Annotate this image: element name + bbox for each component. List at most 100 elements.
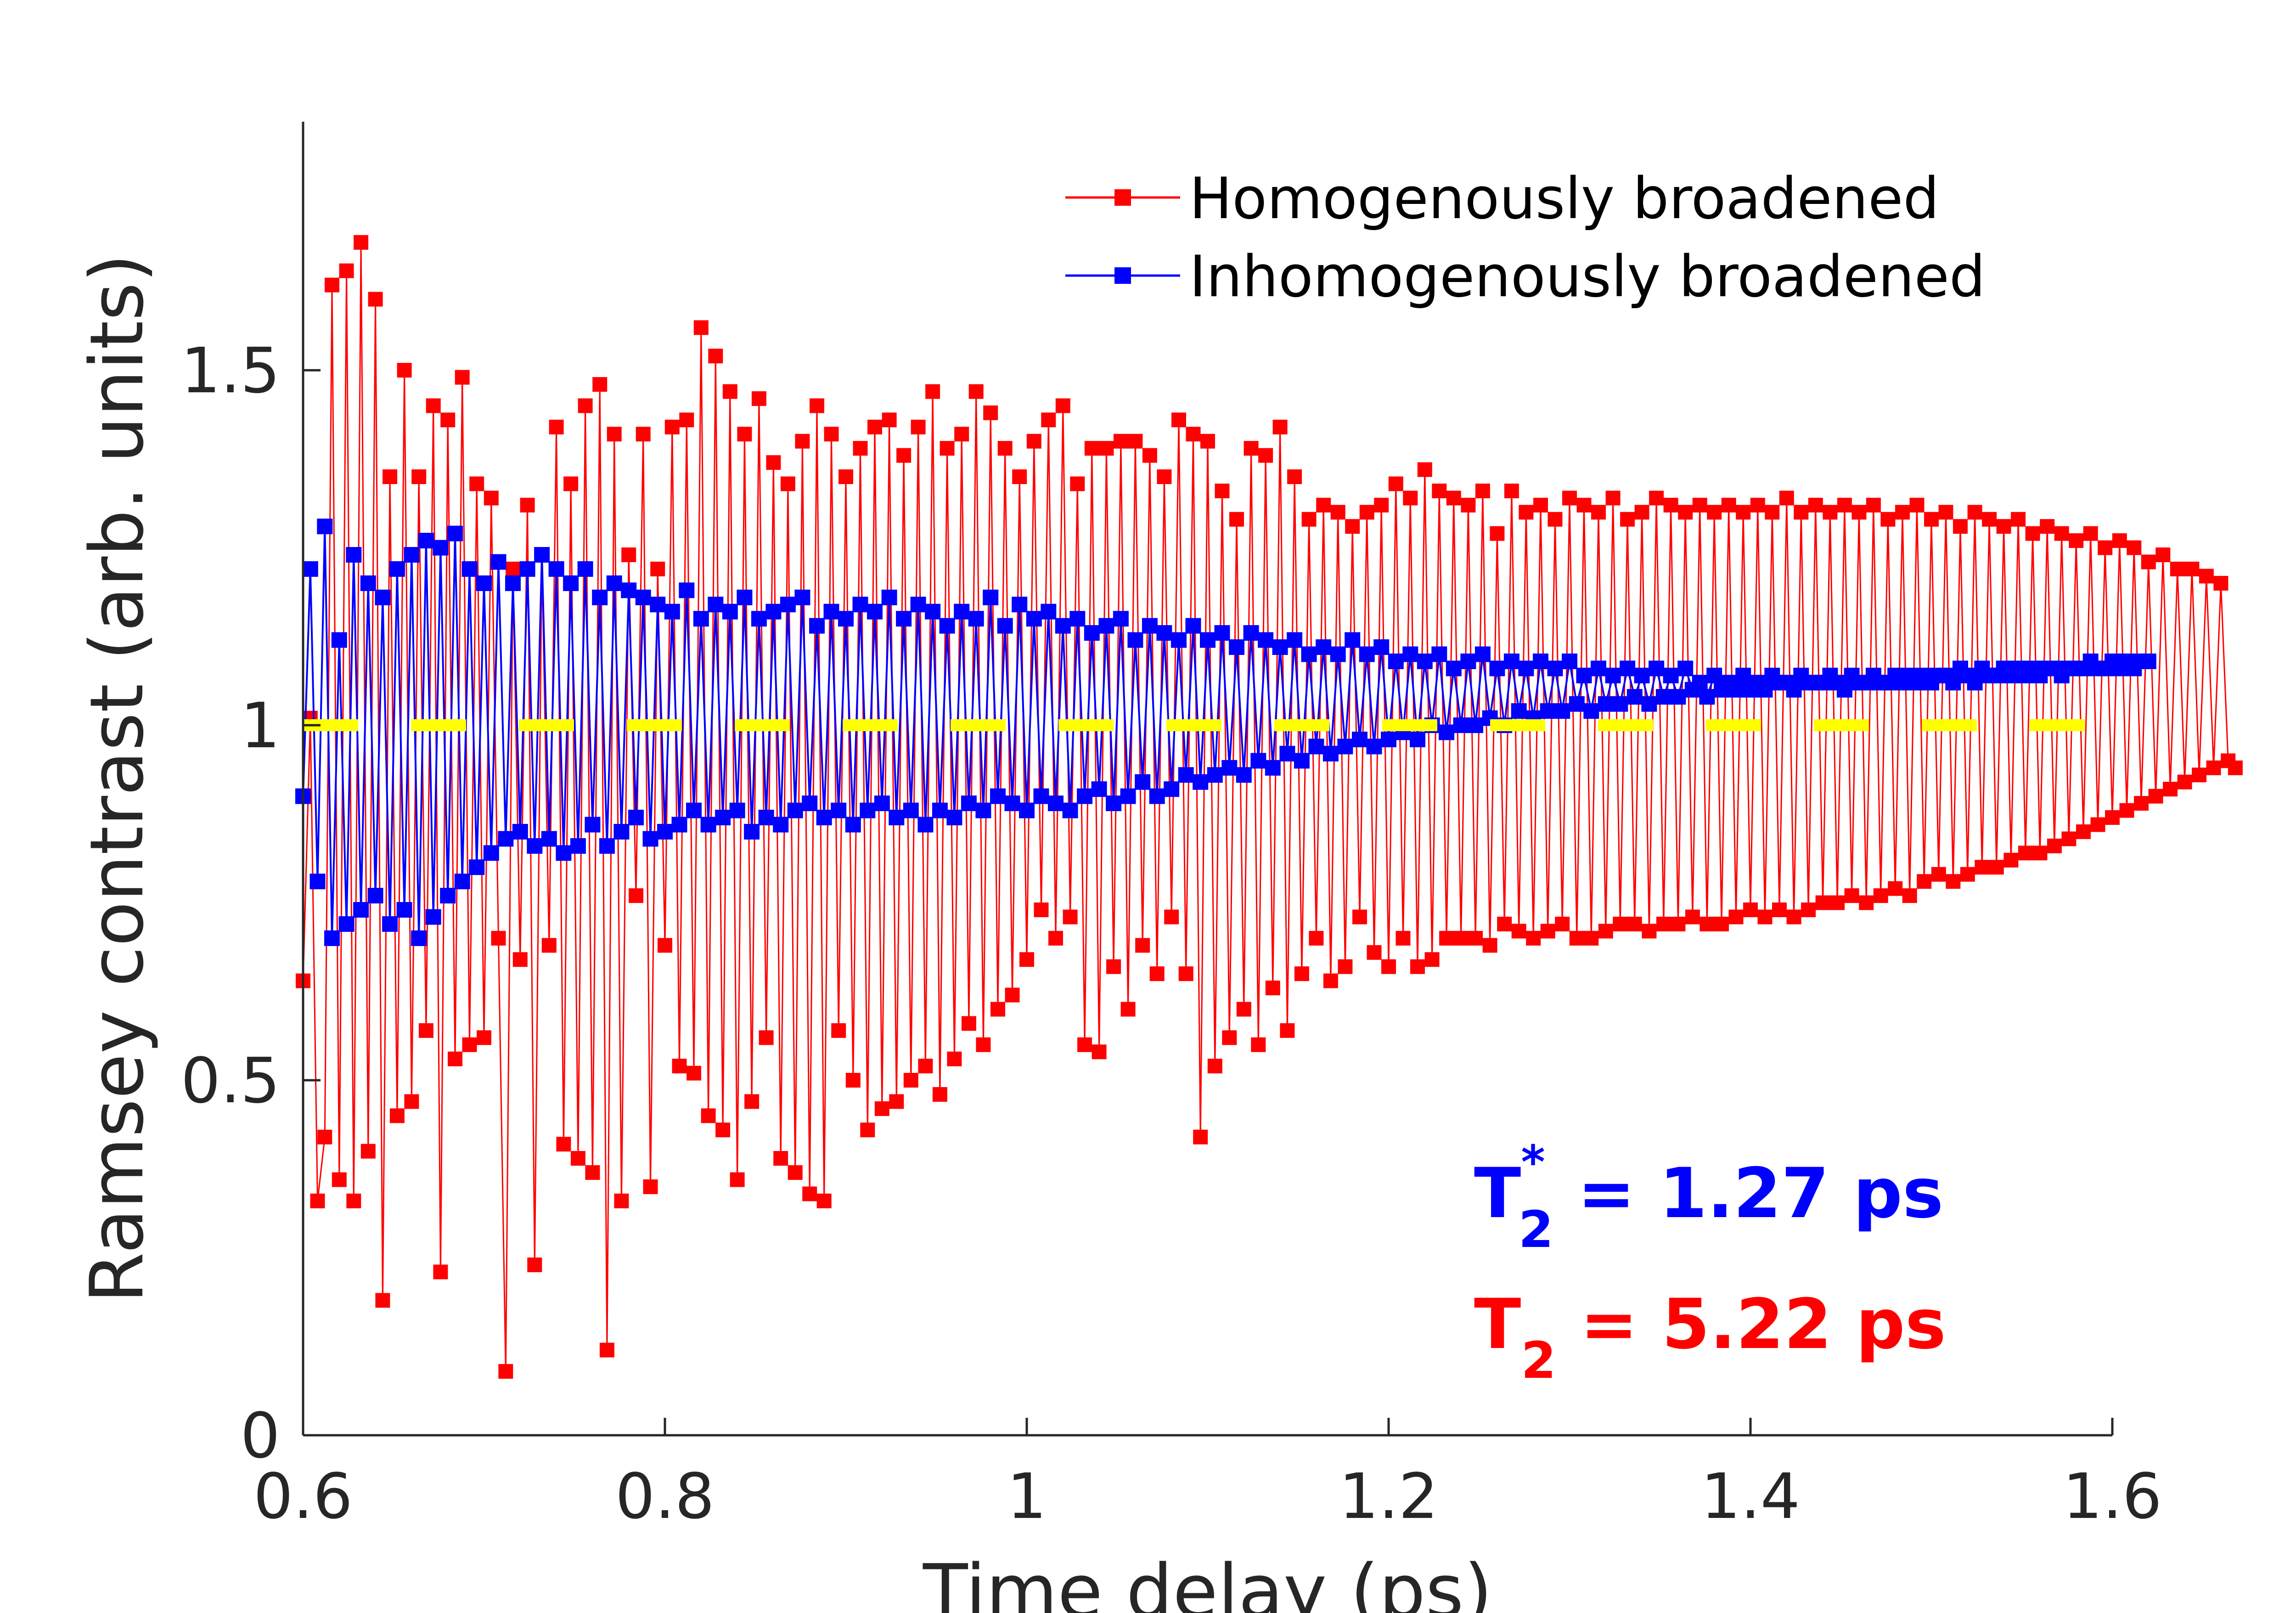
data-point-homogenous bbox=[1229, 512, 1244, 527]
data-point-homogenous bbox=[650, 561, 665, 576]
data-point-inhomogenous bbox=[896, 611, 912, 627]
data-point-homogenous bbox=[824, 427, 839, 442]
data-point-homogenous bbox=[1699, 916, 1715, 931]
data-point-inhomogenous bbox=[1366, 739, 1382, 755]
data-point-homogenous bbox=[1330, 505, 1345, 520]
data-point-inhomogenous bbox=[375, 589, 391, 605]
data-point-inhomogenous bbox=[1402, 646, 1418, 662]
data-point-inhomogenous bbox=[1026, 611, 1042, 627]
data-point-homogenous bbox=[780, 476, 795, 491]
data-point-inhomogenous bbox=[686, 802, 702, 818]
data-point-inhomogenous bbox=[302, 561, 318, 577]
data-point-inhomogenous bbox=[1757, 682, 1773, 698]
data-point-inhomogenous bbox=[642, 831, 658, 847]
data-point-inhomogenous bbox=[1272, 639, 1288, 655]
data-point-inhomogenous bbox=[367, 888, 383, 904]
data-point-homogenous bbox=[1801, 902, 1816, 917]
data-point-homogenous bbox=[1135, 938, 1150, 953]
data-point-homogenous bbox=[1728, 909, 1744, 925]
data-point-inhomogenous bbox=[1431, 646, 1447, 662]
data-point-inhomogenous bbox=[628, 810, 644, 825]
data-point-inhomogenous bbox=[802, 795, 818, 812]
data-point-inhomogenous bbox=[867, 603, 883, 620]
data-point-inhomogenous bbox=[433, 540, 449, 556]
data-point-inhomogenous bbox=[1185, 618, 1201, 634]
data-point-homogenous bbox=[1323, 973, 1338, 988]
data-point-homogenous bbox=[860, 1122, 875, 1138]
data-point-inhomogenous bbox=[671, 817, 687, 833]
data-point-inhomogenous bbox=[1120, 788, 1136, 804]
data-point-inhomogenous bbox=[1243, 625, 1259, 641]
data-point-inhomogenous bbox=[1706, 667, 1722, 683]
data-point-homogenous bbox=[1424, 952, 1440, 967]
data-point-inhomogenous bbox=[773, 817, 789, 833]
data-point-homogenous bbox=[1251, 1037, 1266, 1052]
data-point-inhomogenous bbox=[1388, 653, 1404, 669]
data-point-inhomogenous bbox=[700, 817, 716, 833]
data-point-inhomogenous bbox=[990, 788, 1006, 804]
data-point-homogenous bbox=[310, 1193, 325, 1208]
data-point-inhomogenous bbox=[1677, 660, 1694, 677]
data-point-inhomogenous bbox=[1106, 795, 1122, 812]
data-point-inhomogenous bbox=[1345, 632, 1361, 648]
data-point-homogenous bbox=[1938, 505, 1953, 520]
data-point-inhomogenous bbox=[787, 802, 803, 818]
data-point-homogenous bbox=[1186, 427, 1201, 442]
data-point-inhomogenous bbox=[1236, 767, 1252, 783]
data-point-homogenous bbox=[1967, 505, 1982, 520]
data-point-homogenous bbox=[2032, 846, 2048, 861]
data-point-homogenous bbox=[1388, 476, 1403, 491]
data-point-homogenous bbox=[570, 1151, 585, 1166]
data-point-inhomogenous bbox=[1569, 696, 1585, 712]
legend: Homogenously broadened Inhomogenously br… bbox=[1065, 166, 1986, 310]
data-point-homogenous bbox=[693, 320, 709, 335]
data-point-homogenous bbox=[932, 1087, 947, 1102]
data-point-inhomogenous bbox=[1605, 667, 1621, 683]
data-point-homogenous bbox=[1721, 497, 1736, 513]
data-point-homogenous bbox=[636, 427, 651, 442]
plot-series bbox=[295, 235, 2243, 1379]
data-point-inhomogenous bbox=[1410, 732, 1425, 747]
data-point-inhomogenous bbox=[1352, 732, 1367, 747]
data-point-inhomogenous bbox=[708, 597, 724, 613]
data-point-homogenous bbox=[1880, 512, 1896, 527]
data-point-inhomogenous bbox=[1381, 732, 1396, 747]
data-point-homogenous bbox=[1504, 483, 1519, 498]
data-point-inhomogenous bbox=[1287, 632, 1303, 648]
data-point-homogenous bbox=[1092, 1044, 1107, 1060]
data-point-homogenous bbox=[1692, 497, 1707, 513]
data-point-homogenous bbox=[1888, 881, 1903, 896]
data-point-inhomogenous bbox=[939, 618, 955, 634]
data-point-inhomogenous bbox=[1250, 753, 1266, 769]
data-point-homogenous bbox=[1410, 959, 1425, 974]
data-point-homogenous bbox=[1548, 512, 1563, 527]
data-point-homogenous bbox=[368, 292, 383, 307]
data-point-inhomogenous bbox=[635, 589, 651, 605]
data-point-inhomogenous bbox=[1468, 717, 1484, 733]
data-point-homogenous bbox=[816, 1193, 832, 1208]
data-point-homogenous bbox=[389, 1108, 405, 1123]
data-point-inhomogenous bbox=[382, 916, 398, 932]
data-point-homogenous bbox=[1222, 1030, 1237, 1045]
data-point-homogenous bbox=[1432, 483, 1447, 498]
data-point-inhomogenous bbox=[1728, 682, 1744, 698]
data-point-homogenous bbox=[983, 405, 998, 420]
data-point-inhomogenous bbox=[541, 831, 557, 847]
data-point-homogenous bbox=[1019, 952, 1034, 967]
annotation-t2-star-sub: 2 bbox=[1519, 1200, 1554, 1259]
data-point-inhomogenous bbox=[556, 845, 572, 861]
data-point-homogenous bbox=[1555, 916, 1570, 931]
data-point-homogenous bbox=[2025, 526, 2040, 541]
data-point-homogenous bbox=[1953, 519, 1968, 534]
data-point-homogenous bbox=[1287, 469, 1302, 484]
data-point-homogenous bbox=[1851, 505, 1867, 520]
data-point-inhomogenous bbox=[483, 845, 499, 861]
x-tick-label: 1.2 bbox=[1339, 1461, 1438, 1533]
data-point-homogenous bbox=[838, 469, 853, 484]
data-point-homogenous bbox=[896, 448, 912, 463]
data-point-inhomogenous bbox=[744, 823, 760, 840]
data-point-homogenous bbox=[1772, 902, 1787, 917]
y-tick-label: 1 bbox=[240, 690, 280, 762]
data-point-inhomogenous bbox=[505, 575, 521, 591]
